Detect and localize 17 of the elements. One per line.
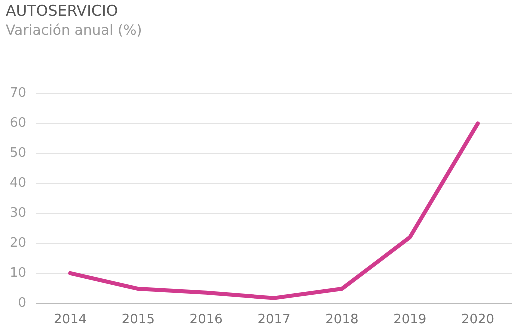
y-tick-label: 40 xyxy=(10,176,27,192)
y-tick-label: 60 xyxy=(10,116,27,132)
chart-subtitle: Variación anual (%) xyxy=(6,23,142,39)
x-tick-label: 2014 xyxy=(54,312,88,328)
chart-title: AUTOSERVICIO xyxy=(6,2,118,20)
x-tick-label: 2020 xyxy=(461,312,495,328)
y-tick-label: 0 xyxy=(18,296,27,311)
y-tick-label: 50 xyxy=(10,146,27,162)
x-tick-label: 2019 xyxy=(394,312,427,328)
y-tick-label: 70 xyxy=(10,86,27,102)
y-tick-label: 30 xyxy=(10,206,27,221)
x-tick-label: 2018 xyxy=(326,312,359,328)
y-tick-label: 10 xyxy=(10,266,27,281)
x-tick-label: 2015 xyxy=(122,312,155,328)
x-tick-label: 2016 xyxy=(190,312,223,328)
y-tick-label: 20 xyxy=(10,236,27,251)
x-tick-label: 2017 xyxy=(258,312,291,328)
